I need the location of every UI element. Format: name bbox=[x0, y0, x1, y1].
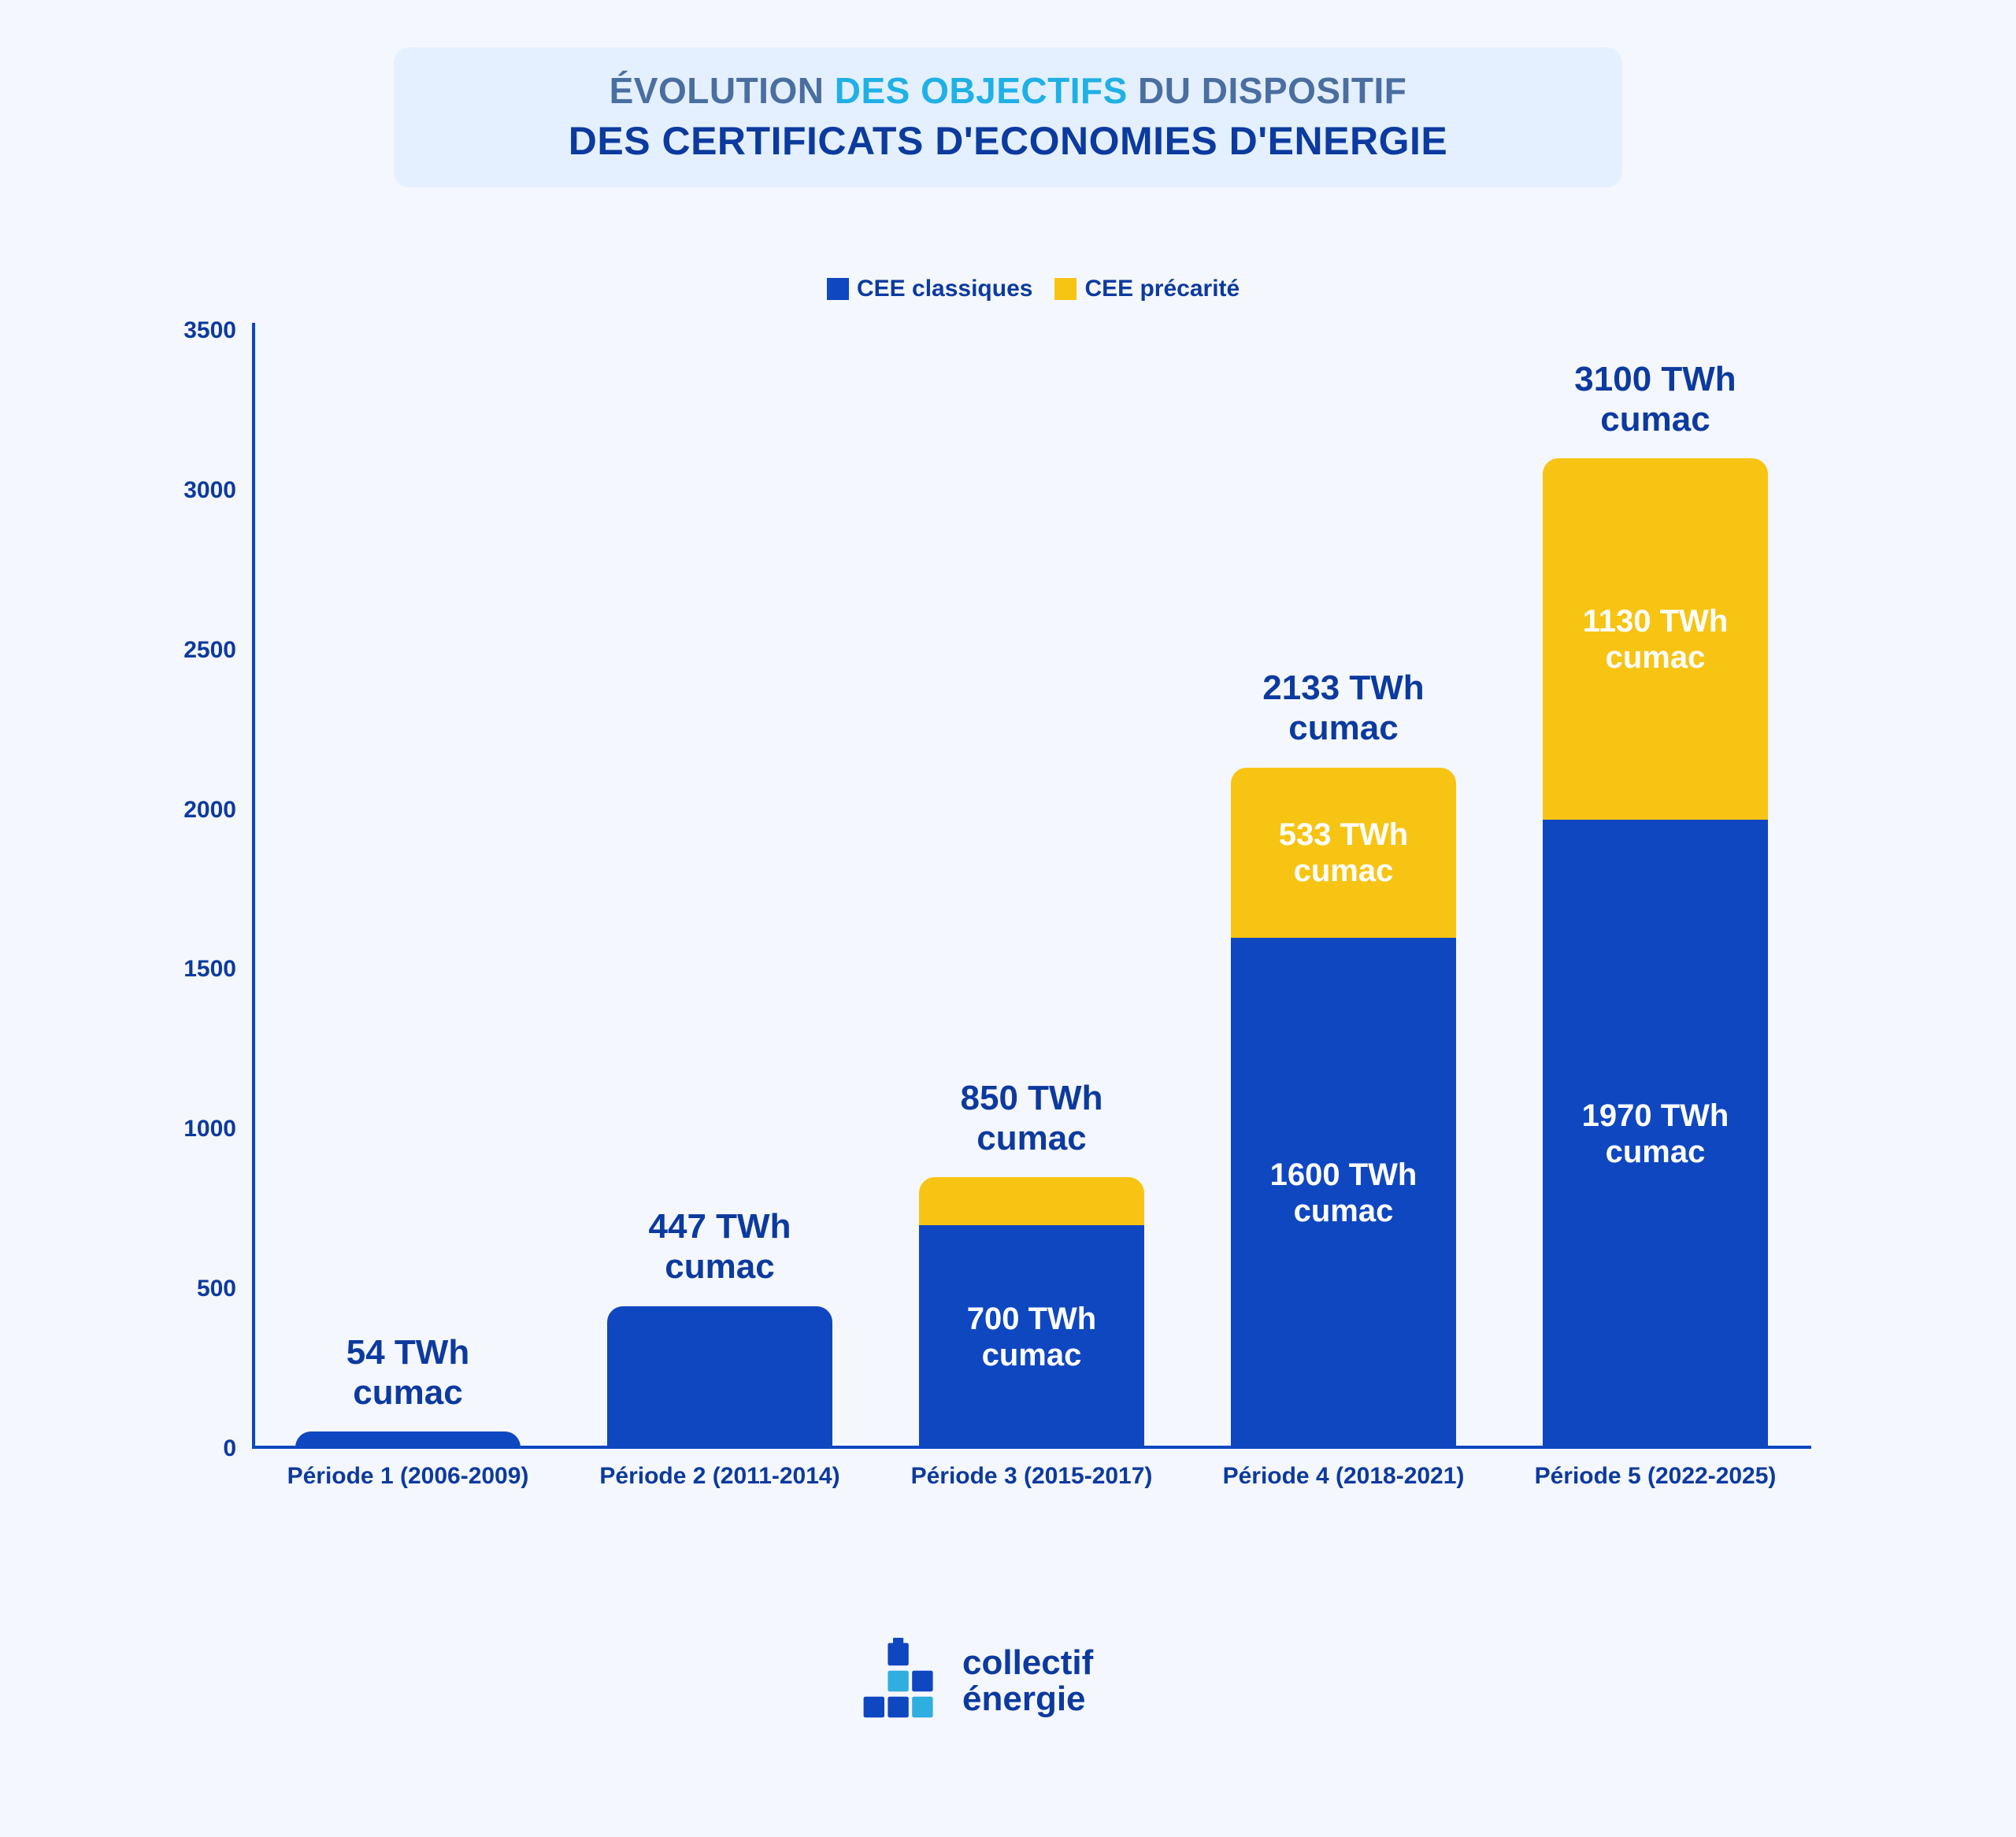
title-part-a: ÉVOLUTION bbox=[610, 70, 835, 111]
legend-item: CEE précarité bbox=[1054, 276, 1240, 302]
title-line-1: ÉVOLUTION DES OBJECTIFS DU DISPOSITIF bbox=[425, 66, 1591, 115]
bar-segment-precarite bbox=[919, 1177, 1143, 1225]
bar-total-label: 54 TWhcumac bbox=[250, 1333, 565, 1413]
bar-segment-classiques bbox=[295, 1431, 520, 1449]
y-tick-label: 1500 bbox=[165, 956, 236, 983]
brand-logo-text: collectif énergie bbox=[962, 1645, 1093, 1717]
x-tick-label: Période 1 (2006-2009) bbox=[239, 1449, 576, 1490]
title-part-b: DES OBJECTIFS bbox=[835, 70, 1138, 111]
bar-segment-precarite: 1130 TWhcumac bbox=[1543, 458, 1767, 819]
x-tick-label: Période 2 (2011-2014) bbox=[551, 1449, 888, 1490]
bar-total-label: 850 TWhcumac bbox=[874, 1079, 1188, 1158]
y-tick-label: 2000 bbox=[165, 797, 236, 824]
bar-segment-classiques: 700 TWhcumac bbox=[919, 1225, 1143, 1449]
legend-swatch bbox=[1054, 278, 1077, 300]
bar-segment-precarite: 533 TWhcumac bbox=[1231, 768, 1455, 938]
plot-area: 050010001500200025003000350054 TWhcumacP… bbox=[252, 331, 1811, 1449]
bar-slot: 54 TWhcumacPériode 1 (2006-2009) bbox=[295, 331, 520, 1449]
brand-logo-icon bbox=[858, 1638, 945, 1724]
x-tick-label: Période 5 (2022-2025) bbox=[1487, 1449, 1824, 1490]
y-tick-label: 0 bbox=[165, 1435, 236, 1462]
legend-label: CEE précarité bbox=[1084, 276, 1240, 302]
bar-stack: 700 TWhcumac bbox=[919, 1177, 1143, 1449]
bar-slot: 1130 TWhcumac1970 TWhcumac3100 TWhcumacP… bbox=[1543, 331, 1767, 1449]
y-axis bbox=[252, 323, 255, 1449]
bar-stack: 533 TWhcumac1600 TWhcumac bbox=[1231, 768, 1455, 1449]
bar-total-label: 3100 TWhcumac bbox=[1498, 360, 1812, 439]
y-tick-label: 1000 bbox=[165, 1116, 236, 1143]
y-tick-label: 500 bbox=[165, 1276, 236, 1302]
bar-slot: 447 TWhcumacPériode 2 (2011-2014) bbox=[607, 331, 832, 1449]
bar-stack: 1130 TWhcumac1970 TWhcumac bbox=[1543, 458, 1767, 1449]
legend-label: CEE classiques bbox=[857, 276, 1032, 302]
bar-total-label: 447 TWhcumac bbox=[562, 1207, 876, 1287]
y-tick-label: 3000 bbox=[165, 477, 236, 504]
x-tick-label: Période 3 (2015-2017) bbox=[863, 1449, 1200, 1490]
legend-item: CEE classiques bbox=[827, 276, 1032, 302]
brand-logo: collectif énergie bbox=[858, 1638, 1093, 1724]
brand-line-2: énergie bbox=[962, 1681, 1093, 1717]
chart-title: ÉVOLUTION DES OBJECTIFS DU DISPOSITIF DE… bbox=[394, 47, 1622, 187]
bar-stack bbox=[607, 1306, 832, 1449]
y-tick-label: 2500 bbox=[165, 637, 236, 664]
x-tick-label: Période 4 (2018-2021) bbox=[1175, 1449, 1512, 1490]
chart-legend: CEE classiques CEE précarité bbox=[827, 276, 1240, 302]
bar-slot: 533 TWhcumac1600 TWhcumac2133 TWhcumacPé… bbox=[1231, 331, 1455, 1449]
chart-canvas: ÉVOLUTION DES OBJECTIFS DU DISPOSITIF DE… bbox=[0, 0, 2016, 1837]
title-part-c: DU DISPOSITIF bbox=[1138, 70, 1406, 111]
title-line-2: DES CERTIFICATS D'ECONOMIES D'ENERGIE bbox=[425, 115, 1591, 169]
bar-stack bbox=[295, 1431, 520, 1449]
bar-slot: 700 TWhcumac850 TWhcumacPériode 3 (2015-… bbox=[919, 331, 1143, 1449]
brand-line-1: collectif bbox=[962, 1645, 1093, 1681]
bar-segment-classiques: 1970 TWhcumac bbox=[1543, 820, 1767, 1449]
bar-segment-classiques: 1600 TWhcumac bbox=[1231, 938, 1455, 1449]
bar-segment-classiques bbox=[607, 1306, 832, 1449]
bar-total-label: 2133 TWhcumac bbox=[1186, 669, 1500, 748]
legend-swatch bbox=[827, 278, 849, 300]
y-tick-label: 3500 bbox=[165, 317, 236, 344]
